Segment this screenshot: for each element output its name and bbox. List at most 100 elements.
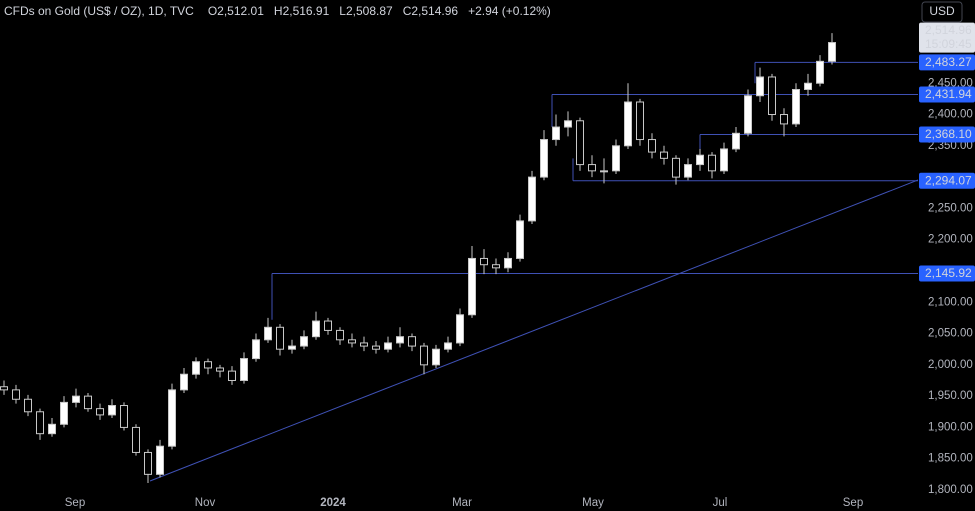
- candle-body: [72, 395, 80, 403]
- candle-body: [828, 42, 836, 62]
- candle-body: [48, 423, 56, 435]
- candle-body: [480, 257, 488, 266]
- candle-body: [228, 370, 236, 381]
- candle-body: [0, 386, 8, 391]
- candle-body: [720, 148, 728, 172]
- level-label-box: [919, 172, 975, 189]
- candle-body: [420, 345, 428, 366]
- ohlc-key: H: [274, 4, 283, 18]
- candle-body: [324, 320, 332, 331]
- symbol-title: CFDs on Gold (US$ / OZ), 1D, TVC: [4, 4, 194, 18]
- candle-body: [348, 339, 356, 344]
- y-tick-label: 1,950.00: [928, 390, 973, 402]
- candle-body: [432, 348, 440, 366]
- candle-body: [84, 395, 92, 410]
- x-tick-label: Jul: [713, 497, 728, 509]
- candle-body: [144, 451, 152, 475]
- candle-body: [684, 164, 692, 178]
- level-label-box: [919, 86, 975, 103]
- candle-body: [96, 408, 104, 416]
- candle-body: [612, 145, 620, 172]
- y-tick-label: 2,200.00: [928, 234, 973, 246]
- candle-body: [816, 60, 824, 84]
- x-tick-label: Sep: [65, 497, 85, 509]
- candle-body: [528, 176, 536, 222]
- y-tick-label: 2,350.00: [928, 140, 973, 152]
- candle-body: [672, 157, 680, 178]
- countdown: 15:09:45: [925, 37, 972, 51]
- candle-body: [648, 139, 656, 153]
- level-label: 2,294.07: [925, 173, 972, 187]
- change: +2.94 (+0.12%): [468, 4, 551, 18]
- candle-body: [384, 342, 392, 350]
- candle-body: [516, 220, 524, 259]
- candle-body: [540, 139, 548, 178]
- ohlc-value: 2,508.87: [346, 4, 393, 18]
- candle-body: [396, 336, 404, 344]
- candle-body: [372, 345, 380, 350]
- candle-body: [408, 336, 416, 347]
- candle-body: [780, 114, 788, 125]
- candle-body: [192, 361, 200, 375]
- candle-body: [732, 132, 740, 150]
- candle-body: [552, 126, 560, 141]
- candle-body: [624, 101, 632, 147]
- candle-body: [276, 326, 284, 350]
- candle-body: [804, 82, 812, 90]
- x-tick-label: Sep: [843, 497, 863, 509]
- ohlc-key: C: [403, 4, 412, 18]
- candle-body: [564, 120, 572, 128]
- level-label: 2,431.94: [925, 87, 972, 101]
- candle-body: [600, 170, 608, 173]
- candle-body: [312, 320, 320, 338]
- x-tick-label: Nov: [195, 497, 216, 509]
- y-tick-label: 1,800.00: [928, 484, 973, 496]
- candle-body: [168, 389, 176, 447]
- candle-body: [12, 389, 20, 400]
- level-label: 2,483.27: [925, 55, 972, 69]
- y-tick-label: 2,450.00: [928, 77, 973, 89]
- candle-body: [756, 76, 764, 97]
- candle-body: [24, 398, 32, 413]
- y-tick-label: 2,000.00: [928, 359, 973, 371]
- x-tick-label: 2024: [320, 497, 346, 509]
- y-tick-label: 2,100.00: [928, 296, 973, 308]
- last-price-box: [919, 22, 975, 53]
- candle-body: [360, 342, 368, 347]
- currency-button[interactable]: [921, 1, 963, 23]
- ohlc-value: 2,514.96: [411, 4, 458, 18]
- currency-label[interactable]: USD: [929, 4, 955, 18]
- ohlc-key: O: [208, 4, 217, 18]
- candle-body: [696, 154, 704, 166]
- candle-body: [204, 361, 212, 369]
- y-tick-label: 1,900.00: [928, 421, 973, 433]
- level-label: 2,145.92: [925, 266, 972, 280]
- candle-body: [288, 345, 296, 350]
- last-price-label: 2,514.96: [925, 23, 972, 37]
- candle-body: [768, 76, 776, 116]
- candle-body: [660, 151, 668, 159]
- ohlc-key: L: [339, 4, 346, 18]
- y-tick-label: 2,050.00: [928, 328, 973, 340]
- y-tick-label: 1,850.00: [928, 453, 973, 465]
- level-label: 2,368.10: [925, 127, 972, 141]
- candle-body: [444, 342, 452, 350]
- candle-body: [636, 101, 644, 141]
- level-label-box: [919, 265, 975, 282]
- y-tick-label: 2,250.00: [928, 202, 973, 214]
- candle-body: [336, 329, 344, 341]
- candle-body: [36, 411, 44, 435]
- candle-body: [120, 405, 128, 428]
- candle-body: [156, 445, 164, 475]
- x-tick-label: Mar: [452, 497, 472, 509]
- legend-header: CFDs on Gold (US$ / OZ), 1D, TVC O 2,512.…: [4, 4, 551, 18]
- x-tick-label: May: [582, 497, 604, 509]
- candle-body: [576, 120, 584, 166]
- candle-body: [492, 264, 500, 269]
- candle-body: [792, 88, 800, 125]
- ohlc-value: 2,516.91: [283, 4, 330, 18]
- candle-body: [744, 95, 752, 134]
- trend-line: [149, 179, 918, 482]
- candle-body: [60, 401, 68, 425]
